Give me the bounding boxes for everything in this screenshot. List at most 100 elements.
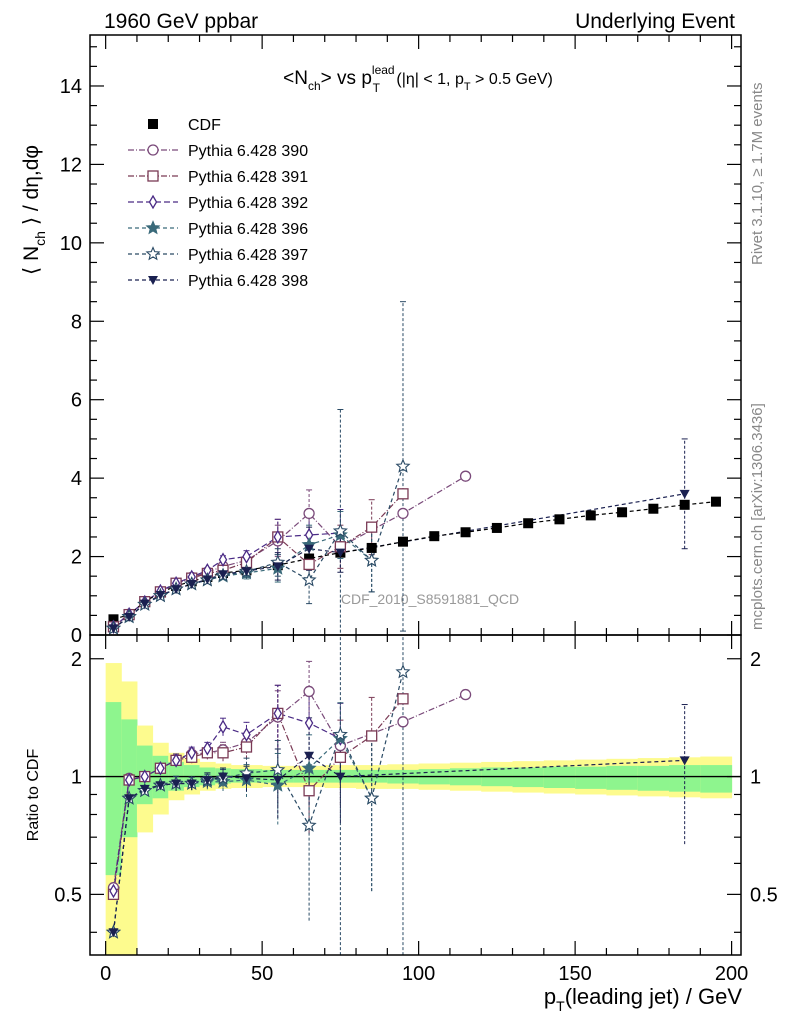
ratio-point-4 xyxy=(332,726,348,742)
series-point-5 xyxy=(272,562,283,572)
tick-label: 50 xyxy=(251,963,273,985)
ratio-point-1 xyxy=(240,741,253,753)
series-point-2 xyxy=(242,549,251,564)
reference-line xyxy=(113,501,717,620)
header-left: 1960 GeV ppbar xyxy=(104,10,258,33)
ratio-point-2 xyxy=(187,745,196,761)
ratio-point-5 xyxy=(186,779,197,789)
stat-uncertainty-band-bin xyxy=(575,766,607,789)
legend-label: Pythia 6.428 390 xyxy=(188,143,308,160)
x-axis-label: pT(leading jet) / GeV xyxy=(544,984,742,1014)
rivet-label: Rivet 3.1.10, ≥ 1.7M events xyxy=(749,83,766,266)
tick-label: 0.5 xyxy=(750,884,778,906)
legend-marker xyxy=(145,220,161,235)
series-point-4 xyxy=(395,458,411,473)
reference-point xyxy=(429,531,440,542)
reference-point xyxy=(679,499,690,510)
series-point-5 xyxy=(139,599,150,609)
tick-label: 2 xyxy=(750,649,761,671)
series-point-1 xyxy=(397,488,409,500)
tick-label: 0 xyxy=(71,625,82,647)
series-point-5 xyxy=(186,580,197,590)
ratio-point-2 xyxy=(304,715,314,731)
series-point-5 xyxy=(335,548,346,558)
main-title: <Nch> vs plead T (|η| < 1, pT > 0.5 GeV) xyxy=(283,63,553,95)
ratio-point-1 xyxy=(397,693,409,705)
ratio-point-2 xyxy=(124,772,134,788)
series-point-4 xyxy=(332,523,348,538)
series-point-5 xyxy=(241,567,252,577)
ratio-point-2 xyxy=(140,769,150,784)
y-axis-label: ⟨ Nch ⟩ / dη,dφ xyxy=(20,145,48,275)
legend-marker xyxy=(148,119,158,129)
ratio-point-5 xyxy=(335,772,346,782)
series-point-5 xyxy=(679,489,690,499)
reference-point xyxy=(523,518,534,529)
legend-label: Pythia 6.428 391 xyxy=(188,169,308,186)
legend-marker xyxy=(145,246,161,261)
series-point-2 xyxy=(218,552,228,567)
stat-uncertainty-band-bin xyxy=(105,702,122,876)
tick-label: 0 xyxy=(100,963,111,985)
ratio-point-2 xyxy=(203,741,212,756)
ratio-point-2 xyxy=(218,719,228,735)
reference-point xyxy=(108,614,119,625)
series-point-5 xyxy=(124,612,135,622)
watermark: CDF_2010_S8591881_QCD xyxy=(341,591,519,607)
legend-marker xyxy=(147,170,159,182)
series-point-5 xyxy=(108,624,119,634)
series-point-1 xyxy=(303,558,315,571)
ratio-point-2 xyxy=(156,760,165,776)
ratio-point-2 xyxy=(109,883,118,899)
ratio-point-2 xyxy=(171,753,181,768)
ratio-point-5 xyxy=(304,751,315,761)
legend-label: Pythia 6.428 392 xyxy=(188,195,308,212)
ratio-point-4 xyxy=(301,817,317,832)
series-point-5 xyxy=(304,544,315,554)
ratio-point-5 xyxy=(108,928,119,938)
tick-label: 6 xyxy=(71,390,82,412)
stat-uncertainty-band-bin xyxy=(700,765,733,793)
series-point-5 xyxy=(155,591,166,600)
tick-label: 2 xyxy=(71,649,82,671)
ratio-plot-series xyxy=(105,635,690,955)
series-point-4 xyxy=(364,552,380,567)
series-point-0 xyxy=(459,470,472,482)
stat-uncertainty-band-bin xyxy=(637,765,670,791)
ratio-point-5 xyxy=(272,775,283,785)
reference-point xyxy=(554,514,565,525)
tick-label: 0.5 xyxy=(54,884,82,906)
stat-uncertainty-band-bin xyxy=(543,766,576,788)
header-right: Underlying Event xyxy=(575,10,735,33)
ratio-point-5 xyxy=(124,794,135,804)
series-point-4 xyxy=(301,572,317,587)
ratio-point-1 xyxy=(334,751,347,763)
ratio-point-0 xyxy=(303,685,315,698)
ratio-point-4 xyxy=(364,790,380,805)
tick-label: 14 xyxy=(60,76,82,98)
legend-label: CDF xyxy=(188,117,221,134)
legend-marker xyxy=(148,194,158,210)
legend-marker xyxy=(148,276,158,285)
tick-label: 12 xyxy=(60,154,82,176)
legend-label: Pythia 6.428 396 xyxy=(188,221,308,238)
ratio-point-5 xyxy=(171,779,182,789)
ratio-point-5 xyxy=(679,756,690,766)
ratio-point-2 xyxy=(273,706,283,721)
series-point-1 xyxy=(366,521,378,533)
reference-point xyxy=(585,510,596,521)
tick-label: 1 xyxy=(71,767,82,789)
tick-label: 4 xyxy=(71,468,82,490)
tick-label: 150 xyxy=(558,963,591,985)
ratio-point-1 xyxy=(303,785,315,797)
ratio-point-5 xyxy=(202,775,213,785)
reference-point xyxy=(617,507,628,518)
series-line-3 xyxy=(113,534,373,629)
ratio-point-3 xyxy=(301,760,317,775)
ratio-point-5 xyxy=(155,781,166,791)
ratio-point-5 xyxy=(218,772,229,782)
ratio-point-0 xyxy=(397,716,409,728)
